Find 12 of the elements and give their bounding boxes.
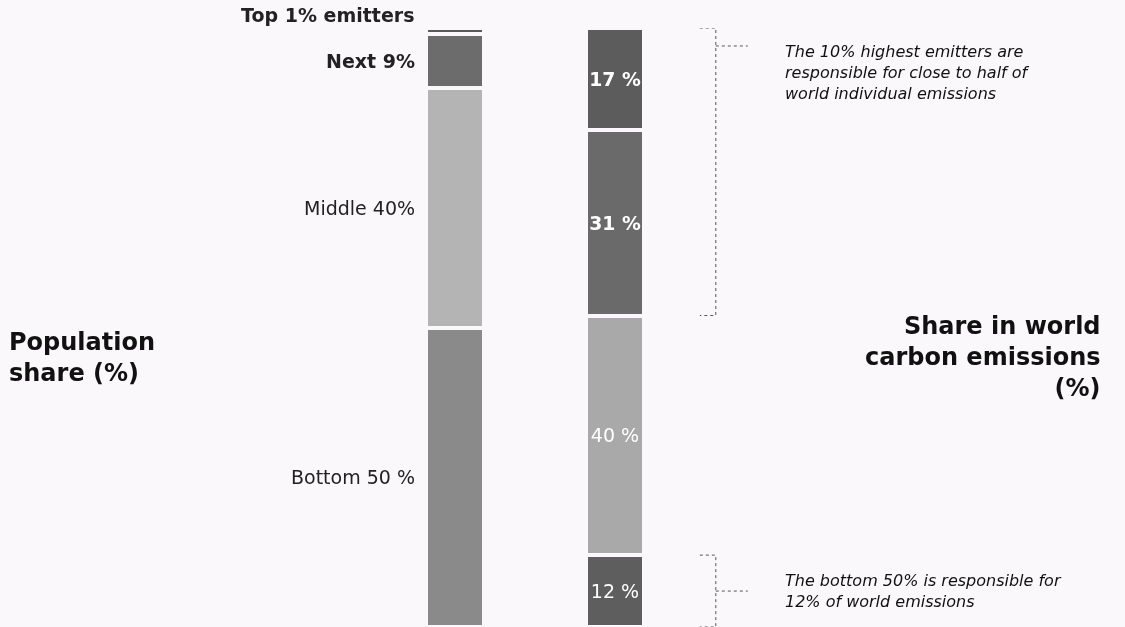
series-label: Bottom 50 % <box>291 466 416 488</box>
series-label: Middle 40% <box>304 197 416 219</box>
data-label: 31 % <box>589 212 641 234</box>
data-label: 12 % <box>590 580 640 603</box>
series-label: Next 9% <box>326 50 415 72</box>
text: Share in world carbon emissions (%) <box>865 312 1101 403</box>
text: The 10% highest emitters are responsible for close to half of world individual emissions <box>785 42 1030 103</box>
data-label: 17 % <box>589 68 641 90</box>
series-label: Top 1% emitters <box>241 4 415 26</box>
data-label: 40 % <box>590 424 640 447</box>
text: Population share (%) <box>9 328 156 388</box>
text: The bottom 50% is responsible for 12% of world emissions <box>785 571 1062 611</box>
